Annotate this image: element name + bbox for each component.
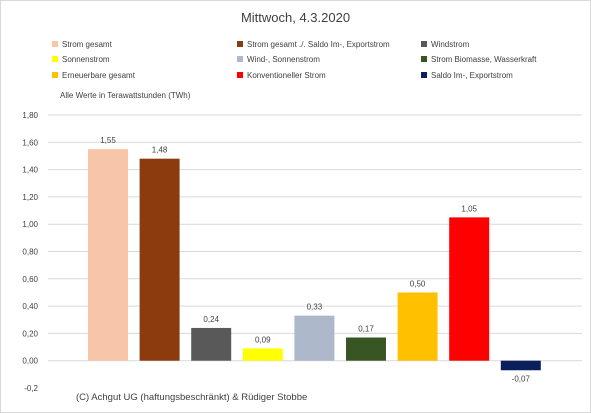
- y-tick-label: -0,2: [24, 384, 38, 393]
- legend-swatch: [421, 55, 427, 62]
- legend-label: Wind-, Sonnenstrom: [247, 55, 320, 64]
- bar: [242, 348, 283, 361]
- legend-item: Erneuerbare gesamt: [52, 71, 135, 81]
- legend: Strom gesamt Strom gesamt ./. Saldo Im-,…: [0, 0, 591, 90]
- legend-label: Strom gesamt: [62, 40, 112, 49]
- data-label: -0,07: [512, 374, 531, 383]
- bar: [88, 149, 128, 361]
- copyright-text: (C) Achgut UG (haftungsbeschränkt) & Rüd…: [76, 392, 308, 403]
- bar: [449, 217, 490, 361]
- legend-label: Strom Biomasse, Wasserkraft: [431, 55, 537, 64]
- legend-label: Strom gesamt ./. Saldo Im-, Exportstrom: [247, 40, 390, 49]
- legend-swatch: [237, 55, 243, 62]
- data-label: 0,24: [203, 315, 219, 324]
- legend-swatch: [237, 71, 243, 78]
- legend-item: Saldo Im-, Exportstrom: [421, 71, 513, 81]
- chart-title: Mittwoch, 4.3.2020: [240, 10, 351, 25]
- bar: [139, 158, 180, 361]
- legend-item: Strom gesamt ./. Saldo Im-, Exportstrom: [237, 40, 390, 50]
- legend-item: Strom gesamt: [52, 40, 112, 50]
- units-note: Alle Werte in Terawattstunden (TWh): [60, 91, 191, 100]
- y-tick-label: 1,20: [22, 193, 38, 202]
- data-label: 0,17: [358, 324, 374, 333]
- legend-item: Windstrom: [421, 40, 469, 50]
- legend-label: Windstrom: [431, 40, 470, 49]
- y-tick-label: 0,20: [22, 329, 38, 338]
- bar: [500, 360, 541, 371]
- legend-swatch: [421, 40, 427, 47]
- y-tick-label: 0,40: [22, 302, 38, 311]
- legend-label: Konventioneller Strom: [247, 71, 326, 80]
- data-label: 1,05: [461, 204, 477, 213]
- legend-swatch: [52, 55, 58, 62]
- y-tick-label: 1,00: [22, 220, 38, 229]
- bar: [346, 337, 386, 361]
- legend-item: Strom Biomasse, Wasserkraft: [421, 55, 537, 65]
- bar: [191, 327, 232, 361]
- legend-label: Saldo Im-, Exportstrom: [431, 71, 513, 80]
- y-tick-label: 0,60: [22, 275, 38, 284]
- data-label: 0,50: [410, 279, 426, 288]
- legend-item: Konventioneller Strom: [237, 71, 326, 81]
- legend-swatch: [52, 71, 58, 78]
- legend-label: Sonnenstrom: [62, 55, 110, 64]
- legend-item: Sonnenstrom: [52, 55, 110, 65]
- legend-item: Wind-, Sonnenstrom: [237, 55, 320, 65]
- legend-swatch: [52, 40, 58, 47]
- y-tick-label: 0,00: [22, 357, 38, 366]
- y-tick-label: 1,40: [22, 166, 38, 175]
- y-tick-label: 1,80: [22, 111, 38, 120]
- legend-label: Erneuerbare gesamt: [62, 71, 135, 80]
- bar: [397, 292, 438, 361]
- data-label: 0,09: [255, 335, 271, 344]
- legend-swatch: [421, 71, 427, 78]
- legend-swatch: [237, 40, 243, 47]
- data-label: 1,48: [152, 146, 168, 155]
- y-tick-label: 0,80: [22, 248, 38, 257]
- data-label: 1,55: [100, 136, 116, 145]
- data-label: 0,33: [307, 303, 323, 312]
- bar: [294, 315, 335, 361]
- y-tick-label: 1,60: [22, 138, 38, 147]
